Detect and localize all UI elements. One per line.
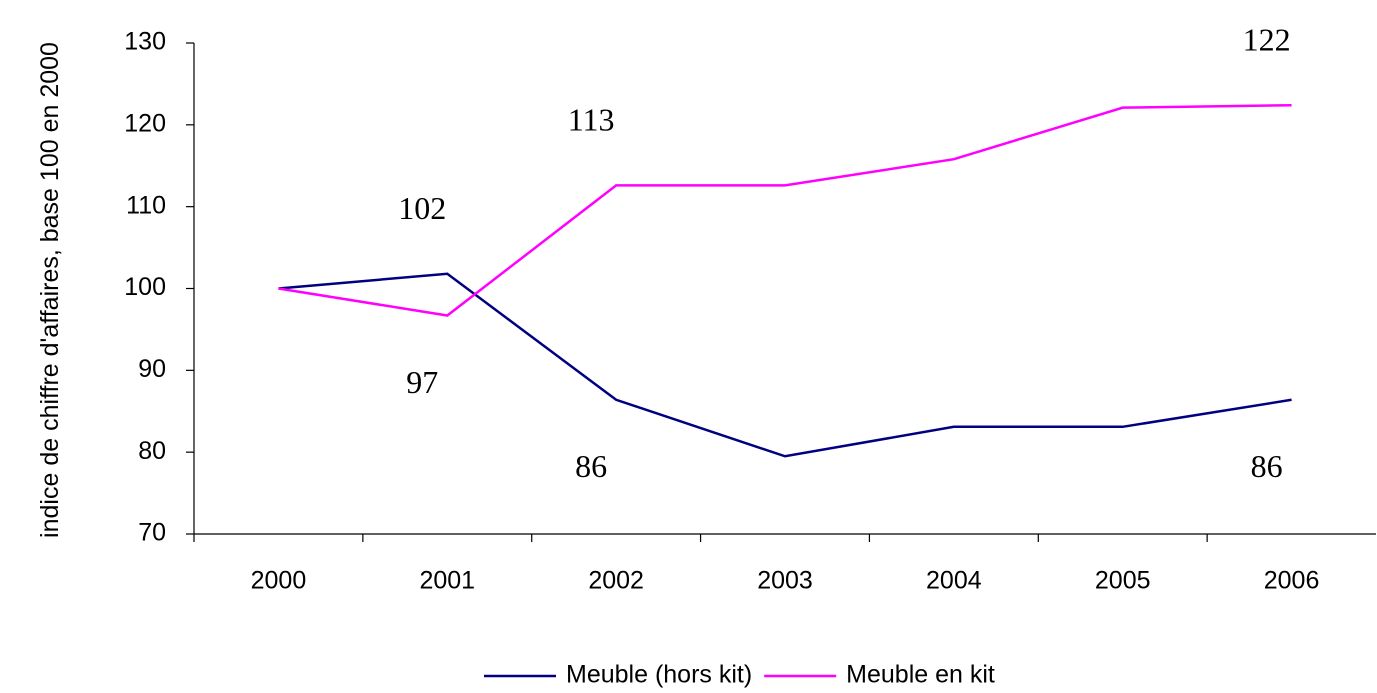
x-tick-label: 2005 xyxy=(1095,567,1151,595)
y-tick-label: 130 xyxy=(124,28,166,56)
data-label: 113 xyxy=(568,102,615,138)
y-tick-label: 70 xyxy=(138,519,166,547)
y-axis-title: indice de chiffre d'affaires, base 100 e… xyxy=(36,42,64,538)
y-tick-label: 110 xyxy=(126,191,166,219)
x-tick-label: 2004 xyxy=(926,567,982,595)
data-label: 97 xyxy=(406,364,438,400)
data-label: 86 xyxy=(1251,448,1283,484)
x-tick-label: 2003 xyxy=(757,567,813,595)
series-line xyxy=(278,272,1292,458)
y-tick-label: 90 xyxy=(138,355,166,383)
x-tick-label: 2000 xyxy=(251,567,307,595)
y-tick-label: 100 xyxy=(124,273,166,301)
legend-label: Meuble (hors kit) xyxy=(566,661,752,689)
data-label: 86 xyxy=(575,448,607,484)
data-label: 102 xyxy=(398,190,446,226)
series-line xyxy=(278,103,1292,317)
x-tick-label: 2006 xyxy=(1264,567,1320,595)
data-label: 122 xyxy=(1243,22,1291,58)
legend-label: Meuble en kit xyxy=(846,661,995,689)
y-tick-label: 80 xyxy=(138,437,166,465)
x-tick-label: 2001 xyxy=(419,567,475,595)
x-tick-label: 2002 xyxy=(588,567,644,595)
y-tick-label: 120 xyxy=(124,109,166,137)
